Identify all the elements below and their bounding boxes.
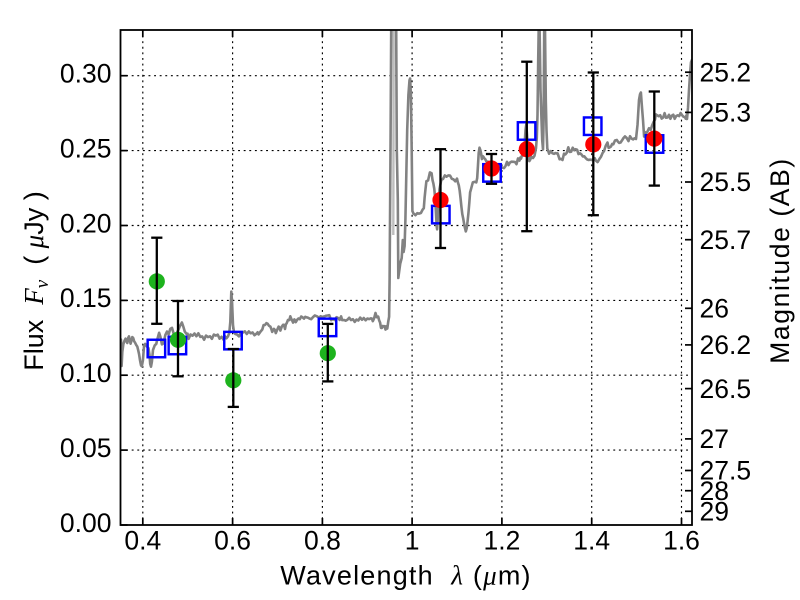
svg-text:26.2: 26.2 bbox=[700, 330, 752, 360]
svg-text:0.25: 0.25 bbox=[60, 133, 112, 163]
svg-text:1.6: 1.6 bbox=[663, 525, 700, 555]
svg-text:25.3: 25.3 bbox=[700, 98, 752, 128]
svg-text:1.4: 1.4 bbox=[573, 525, 610, 555]
svg-text:Magnitude (AB): Magnitude (AB) bbox=[765, 157, 795, 364]
svg-text:27.5: 27.5 bbox=[700, 456, 752, 486]
svg-text:27: 27 bbox=[700, 424, 729, 454]
svg-text:29: 29 bbox=[700, 497, 729, 527]
svg-text:0.05: 0.05 bbox=[60, 433, 112, 463]
svg-text:25.7: 25.7 bbox=[700, 225, 752, 255]
svg-text:1.2: 1.2 bbox=[483, 525, 520, 555]
svg-text:25.5: 25.5 bbox=[700, 167, 752, 197]
svg-text:Flux Fν ( μJy ): Flux Fν ( μJy ) bbox=[19, 191, 53, 371]
svg-text:0.8: 0.8 bbox=[304, 525, 341, 555]
svg-text:0.00: 0.00 bbox=[60, 508, 112, 538]
svg-text:0.20: 0.20 bbox=[60, 208, 112, 238]
svg-text:0.4: 0.4 bbox=[124, 525, 161, 555]
svg-text:25.2: 25.2 bbox=[700, 57, 752, 87]
svg-text:0.30: 0.30 bbox=[60, 59, 112, 89]
svg-text:0.6: 0.6 bbox=[214, 525, 251, 555]
svg-text:Wavelength λ (μm): Wavelength λ (μm) bbox=[280, 561, 531, 591]
svg-text:26: 26 bbox=[700, 294, 729, 324]
svg-text:0.15: 0.15 bbox=[60, 283, 112, 313]
svg-text:28: 28 bbox=[700, 476, 729, 506]
svg-text:1: 1 bbox=[405, 525, 420, 555]
svg-text:0.10: 0.10 bbox=[60, 358, 112, 388]
svg-text:26.5: 26.5 bbox=[700, 374, 752, 404]
